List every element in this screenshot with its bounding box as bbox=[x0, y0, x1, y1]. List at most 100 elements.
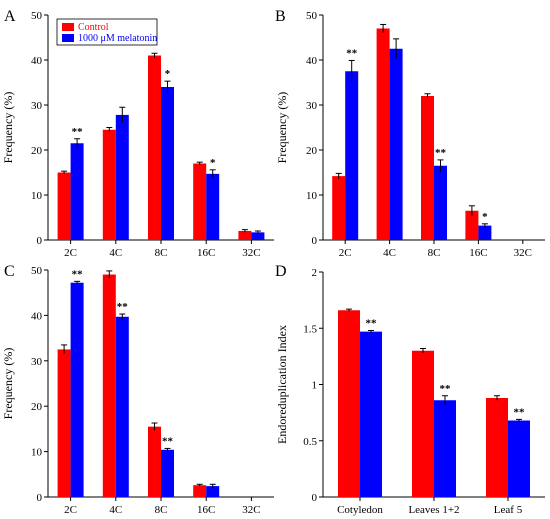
bar-melatonin-32c bbox=[251, 232, 265, 240]
bar-melatonin-2c bbox=[70, 282, 84, 497]
bar-control-8c bbox=[421, 96, 434, 240]
bar-melatonin-16c bbox=[206, 173, 220, 240]
x-tick-label: Leaves 1+2 bbox=[408, 504, 459, 516]
significance-marker: ** bbox=[346, 47, 358, 59]
y-tick-label: 0 bbox=[312, 492, 318, 504]
panel-letter: D bbox=[275, 263, 287, 280]
x-tick-label: 2C bbox=[64, 504, 77, 516]
x-tick-label: 32C bbox=[242, 504, 260, 516]
x-tick-label: 32C bbox=[242, 247, 260, 259]
y-tick-label: 20 bbox=[31, 145, 43, 157]
bar-control-2c bbox=[57, 172, 71, 240]
significance-marker: ** bbox=[72, 268, 84, 280]
y-axis-title: Frequency (%) bbox=[1, 92, 15, 164]
y-tick-label: 0 bbox=[312, 235, 318, 247]
significance-marker: ** bbox=[440, 383, 452, 395]
panel-b: B 0 10 20 30 40 50 Frequency (%) 2C ** 4C 8C ** 16C * 3… bbox=[275, 8, 545, 259]
y-tick-label: 1.5 bbox=[303, 323, 317, 335]
x-tick-label: 32C bbox=[514, 247, 532, 259]
y-tick-label: 30 bbox=[31, 100, 43, 112]
legend-label-melatonin: 1000 μM melatonin bbox=[78, 33, 157, 44]
y-tick-label: 0.5 bbox=[303, 436, 317, 448]
panel-a: A 0 10 20 30 40 50 Frequency (%) 2C ** 4C 8C * 16C * 32… bbox=[1, 8, 274, 259]
x-tick-label: 16C bbox=[469, 247, 487, 259]
x-tick-label: Cotyledon bbox=[337, 504, 383, 516]
legend-swatch-control bbox=[62, 23, 74, 31]
x-tick-label: 8C bbox=[155, 504, 168, 516]
significance-marker: ** bbox=[514, 406, 526, 418]
y-tick-label: 2 bbox=[312, 267, 318, 279]
y-tick-label: 1 bbox=[312, 380, 318, 392]
bar-melatonin-4c bbox=[115, 316, 129, 497]
y-tick-label: 10 bbox=[31, 190, 43, 202]
bar-control-16c bbox=[193, 485, 207, 497]
bar-melatonin-leaf-5 bbox=[508, 420, 530, 497]
bar-melatonin-8c bbox=[434, 165, 447, 240]
y-tick-label: 50 bbox=[306, 10, 318, 22]
legend-label-control: Control bbox=[78, 22, 109, 33]
bar-melatonin-16c bbox=[206, 486, 220, 497]
significance-marker: * bbox=[210, 157, 216, 169]
significance-marker: ** bbox=[117, 301, 129, 313]
y-tick-label: 40 bbox=[31, 310, 43, 322]
panel-letter: A bbox=[4, 8, 16, 25]
panel-d: D 0 0.5 1 1.5 2 Endoreduplication Index Cotyled… bbox=[275, 263, 545, 516]
bar-control-4c bbox=[102, 274, 116, 497]
y-tick-label: 50 bbox=[31, 265, 43, 277]
significance-marker: ** bbox=[162, 435, 174, 447]
bar-control-4c bbox=[102, 129, 116, 240]
bar-control-16c bbox=[193, 163, 207, 240]
y-axis-title: Endoreduplication Index bbox=[275, 325, 289, 444]
bar-melatonin-4c bbox=[389, 48, 403, 240]
significance-marker: ** bbox=[366, 318, 378, 330]
significance-marker: * bbox=[482, 211, 488, 223]
bar-control-cotyledon bbox=[338, 310, 360, 497]
y-tick-label: 0 bbox=[37, 235, 43, 247]
bar-control-16c bbox=[465, 210, 479, 240]
significance-marker: ** bbox=[72, 126, 84, 138]
bar-melatonin-4c bbox=[115, 114, 129, 240]
significance-marker: * bbox=[165, 68, 171, 80]
bar-control-8c bbox=[148, 426, 161, 497]
y-tick-label: 40 bbox=[306, 55, 318, 67]
x-tick-label: 8C bbox=[155, 247, 168, 259]
x-tick-label: 4C bbox=[383, 247, 396, 259]
y-tick-label: 10 bbox=[306, 190, 318, 202]
bar-control-leaves-1-2 bbox=[412, 350, 434, 497]
bar-melatonin-leaves-1-2 bbox=[434, 400, 456, 497]
bar-control-2c bbox=[332, 176, 346, 240]
panel-letter: C bbox=[4, 263, 15, 280]
y-tick-label: 20 bbox=[31, 401, 43, 413]
y-tick-label: 30 bbox=[306, 100, 318, 112]
bar-control-4c bbox=[376, 28, 390, 240]
y-tick-label: 0 bbox=[37, 492, 43, 504]
bar-control-32c bbox=[238, 231, 252, 240]
bar-melatonin-2c bbox=[70, 143, 84, 240]
bar-melatonin-8c bbox=[161, 87, 174, 240]
y-tick-label: 50 bbox=[31, 10, 43, 22]
bar-melatonin-2c bbox=[345, 71, 359, 240]
y-tick-label: 30 bbox=[31, 356, 43, 368]
bar-control-2c bbox=[57, 349, 71, 497]
x-tick-label: 16C bbox=[197, 504, 215, 516]
x-tick-label: 16C bbox=[197, 247, 215, 259]
bar-melatonin-cotyledon bbox=[360, 331, 382, 497]
y-tick-label: 20 bbox=[306, 145, 318, 157]
x-tick-label: Leaf 5 bbox=[494, 504, 523, 516]
significance-marker: ** bbox=[435, 147, 447, 159]
x-tick-label: 2C bbox=[339, 247, 352, 259]
panel-c: C 0 10 20 30 40 50 Frequency (%) 2C ** 4C ** 8C ** 16C… bbox=[1, 263, 274, 516]
y-axis-title: Frequency (%) bbox=[1, 348, 15, 420]
x-tick-label: 4C bbox=[109, 247, 122, 259]
bar-control-leaf-5 bbox=[486, 398, 508, 497]
bar-melatonin-16c bbox=[478, 225, 492, 240]
legend-swatch-melatonin bbox=[62, 34, 74, 42]
y-axis-title: Frequency (%) bbox=[275, 92, 289, 164]
bar-melatonin-8c bbox=[161, 449, 174, 497]
y-tick-label: 40 bbox=[31, 55, 43, 67]
x-tick-label: 8C bbox=[428, 247, 441, 259]
y-tick-label: 10 bbox=[31, 447, 43, 459]
x-tick-label: 4C bbox=[109, 504, 122, 516]
